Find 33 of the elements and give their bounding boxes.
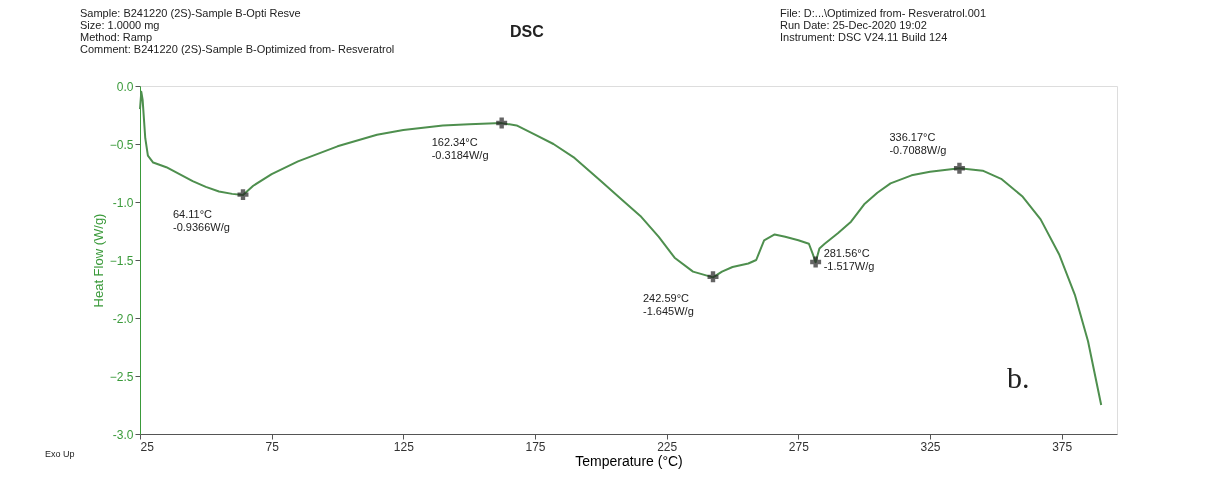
x-tick-label: 75 bbox=[265, 439, 280, 454]
annotation: 336.17°C -0.7088W/g bbox=[889, 131, 947, 157]
annotation: 64.11°C -0.9366W/g bbox=[172, 207, 230, 233]
y-tick-label: −2.5 bbox=[109, 369, 134, 384]
x-axis-title: Temperature (°C) bbox=[575, 452, 683, 469]
chart-title: DSC bbox=[510, 23, 545, 40]
y-tick-label: -3.0 bbox=[112, 427, 134, 442]
text: Run Date: 25-Dec-2020 19:02 bbox=[780, 19, 927, 31]
y-tick-label: −0.5 bbox=[109, 137, 134, 152]
y-tick-label: -2.0 bbox=[112, 311, 134, 326]
x-tick-label: 175 bbox=[525, 439, 546, 454]
text: Method: Ramp bbox=[80, 31, 153, 43]
y-axis-title: Heat Flow (W/g) bbox=[90, 213, 106, 308]
line-series bbox=[139, 90, 1103, 406]
y-tick-label: -1.0 bbox=[112, 195, 134, 210]
annotation: 281.56°C -1.517W/g bbox=[823, 246, 875, 272]
annotation: b. bbox=[1007, 361, 1030, 394]
text: Instrument: DSC V24.11 Build 124 bbox=[780, 31, 948, 43]
y-tick-label: −1.5 bbox=[109, 253, 134, 268]
text: File: D:...\Optimized from- Resveratrol.001 bbox=[780, 7, 987, 19]
text: Size: 1.0000 mg bbox=[80, 19, 160, 31]
text: Comment: B241220 (2S)-Sample B-Optimized from- Resveratrol bbox=[80, 43, 395, 55]
text: Sample: B241220 (2S)-Sample B-Opti Resve bbox=[80, 7, 301, 19]
x-tick-label: 325 bbox=[920, 439, 941, 454]
text: Exo Up bbox=[45, 449, 75, 459]
x-tick-label: 225 bbox=[657, 439, 678, 454]
y-tick-label: 0.0 bbox=[116, 79, 134, 94]
x-tick-label: 125 bbox=[393, 439, 415, 454]
x-tick-label: 275 bbox=[788, 439, 810, 454]
x-tick-label: 25 bbox=[140, 439, 155, 454]
annotation: 242.59°C -1.645W/g bbox=[643, 291, 694, 317]
x-tick-label: 375 bbox=[1052, 439, 1073, 454]
annotation: 162.34°C -0.3184W/g bbox=[431, 135, 489, 161]
